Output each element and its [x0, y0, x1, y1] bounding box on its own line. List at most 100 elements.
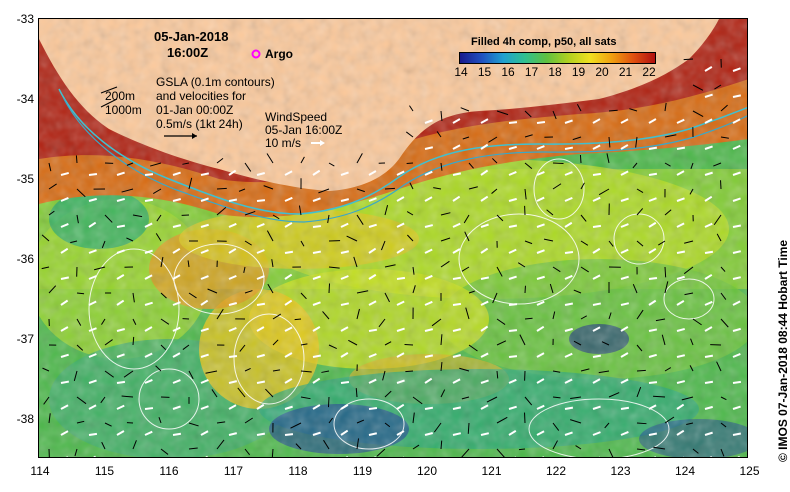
- wind-arrow: [480, 195, 489, 202]
- velocity-arrow: [433, 422, 442, 433]
- velocity-arrow: [355, 388, 358, 398]
- velocity-arrow: [552, 370, 561, 373]
- velocity-arrow: [491, 188, 498, 194]
- isobath-200m: [58, 88, 747, 215]
- wind-arrow: [732, 353, 741, 358]
- wind-arrow: [536, 352, 545, 358]
- velocity-arrow: [636, 422, 647, 425]
- velocity-arrow: [692, 318, 702, 326]
- velocity-arrows: [41, 58, 742, 457]
- velocity-arrow: [216, 439, 225, 450]
- wind-arrow: [340, 326, 349, 332]
- velocity-arrow: [356, 308, 360, 320]
- wind-arrow: [452, 144, 461, 150]
- wind-arrow: [368, 273, 377, 280]
- velocity-arrow: [42, 367, 50, 372]
- velocity-arrow: [720, 136, 729, 139]
- wind-arrow: [704, 222, 713, 228]
- wind-arrow: [284, 222, 293, 228]
- wind-arrow: [200, 299, 209, 306]
- velocity-arrow: [636, 309, 644, 320]
- velocity-arrow: [205, 370, 218, 374]
- velocity-arrow: [188, 177, 193, 190]
- wind-arrow: [653, 456, 656, 457]
- lon-tick-label: 119: [352, 464, 373, 478]
- velocity-arrow: [549, 283, 554, 294]
- wind-arrow: [172, 352, 181, 358]
- velocity-arrow: [300, 156, 305, 164]
- wind-arrow: [116, 380, 126, 384]
- wind-arrow: [340, 429, 349, 436]
- velocity-arrow: [158, 417, 162, 424]
- velocity-arrow: [216, 187, 227, 190]
- wind-arrow: [60, 430, 69, 436]
- velocity-arrow: [76, 344, 84, 351]
- velocity-arrow: [405, 370, 414, 373]
- velocity-arrow: [580, 266, 589, 273]
- wind-arrow: [704, 93, 713, 98]
- wind-arrow: [424, 274, 433, 280]
- colorbar-tick-label: 16: [501, 65, 515, 79]
- wind-arrow: [452, 195, 461, 202]
- wind-arrow: [88, 197, 97, 202]
- wind-arrow: [592, 431, 601, 436]
- wind-arrow: [172, 198, 182, 202]
- wind-arrow: [256, 249, 265, 254]
- velocity-arrow: [48, 210, 55, 216]
- wind-arrow: [88, 275, 97, 280]
- wind-arrow: [228, 222, 237, 228]
- velocity-arrow: [570, 396, 582, 400]
- wind-arrow: [452, 302, 462, 306]
- velocity-arrow: [664, 416, 675, 424]
- wind-arrow: [200, 405, 209, 410]
- velocity-arrow: [76, 420, 85, 424]
- velocity-arrow: [496, 214, 504, 222]
- wind-arrow: [368, 432, 378, 436]
- wind-arrow: [536, 275, 545, 280]
- wind-arrow: [704, 195, 713, 202]
- velocity-arrow: [407, 234, 414, 242]
- wind-arrow: [368, 223, 377, 228]
- velocity-arrow: [496, 340, 507, 346]
- velocity-arrow: [606, 153, 610, 164]
- velocity-arrow: [298, 205, 302, 216]
- wind-arrow: [676, 354, 686, 358]
- velocity-arrow: [465, 307, 470, 320]
- colorbar-tick-label: 19: [571, 65, 586, 79]
- wind-arrow: [508, 121, 518, 124]
- velocity-arrow: [188, 370, 194, 380]
- wind-arrow: [172, 301, 181, 306]
- velocity-arrow: [608, 312, 612, 320]
- velocity-arrow: [579, 154, 582, 164]
- wind-arrow: [284, 273, 293, 280]
- velocity-arrow: [573, 340, 582, 346]
- wind-arrow: [200, 378, 209, 384]
- wind-arrow: [60, 247, 69, 254]
- wind-arrow: [340, 171, 349, 176]
- velocity-arrow: [187, 260, 190, 268]
- wind-arrow: [676, 327, 685, 332]
- velocity-arrow: [440, 334, 443, 346]
- lat-tick-label: -37: [16, 332, 34, 346]
- velocity-arrow: [409, 182, 414, 190]
- velocity-arrow: [121, 188, 134, 193]
- velocity-arrow: [104, 214, 113, 223]
- wind-arrow: [564, 171, 573, 176]
- lon-tick-label: 117: [223, 464, 244, 478]
- wind-arrow: [368, 300, 377, 306]
- velocity-arrow: [580, 315, 587, 320]
- velocity-arrow: [664, 367, 672, 372]
- wind-arrow: [704, 431, 713, 436]
- wind-arrow: [536, 249, 545, 254]
- velocity-arrow: [267, 283, 274, 294]
- velocity-arrow: [573, 289, 582, 294]
- velocity-arrow: [689, 188, 694, 195]
- velocity-arrow: [384, 292, 390, 303]
- velocity-arrow: [608, 240, 614, 247]
- velocity-arrow: [323, 439, 330, 450]
- velocity-arrow: [100, 396, 106, 404]
- wind-arrow: [508, 224, 518, 228]
- wind-arrow: [704, 380, 714, 384]
- velocity-arrow: [690, 338, 694, 346]
- wind-arrow: [480, 432, 490, 436]
